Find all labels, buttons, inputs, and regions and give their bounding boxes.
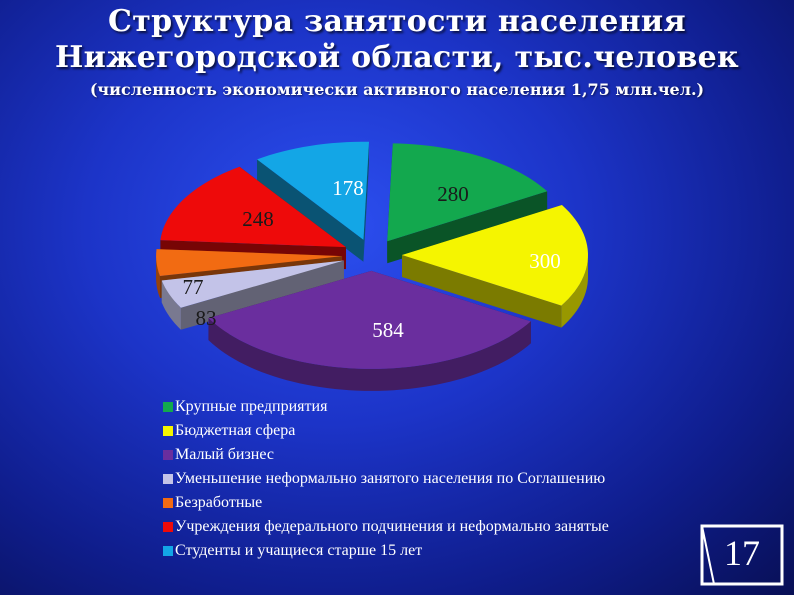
page-number-badge: 17 bbox=[700, 524, 784, 586]
legend-swatch-2 bbox=[163, 450, 173, 460]
pie-slice-6 bbox=[257, 141, 370, 262]
data-label-2: 584 bbox=[372, 318, 404, 342]
chart-legend: Крупные предприятия Бюджетная сфера Малый … bbox=[163, 395, 609, 563]
legend-swatch-5 bbox=[163, 522, 173, 532]
legend-label-6: Студенты и учащиеся старше 15 лет bbox=[175, 542, 423, 559]
legend-item-6: Студенты и учащиеся старше 15 лет bbox=[163, 539, 609, 563]
legend-label-5: Учреждения федерального подчинения и неф… bbox=[175, 518, 609, 535]
legend-swatch-4 bbox=[163, 498, 173, 508]
pie-slice-1 bbox=[401, 205, 588, 328]
pie-slice-2 bbox=[208, 270, 531, 391]
legend-swatch-0 bbox=[163, 402, 173, 412]
page-number: 17 bbox=[724, 533, 760, 573]
data-label-3: 83 bbox=[196, 306, 217, 330]
data-label-4: 77 bbox=[183, 275, 204, 299]
slide-title-line-2: Нижегородской области, тыс.человек bbox=[55, 40, 739, 75]
data-label-5: 248 bbox=[242, 207, 274, 231]
data-label-1: 300 bbox=[529, 249, 561, 273]
legend-label-3: Уменьшение неформально занятого населени… bbox=[175, 470, 606, 487]
legend-label-0: Крупные предприятия bbox=[175, 398, 328, 415]
slide-subtitle: (численность экономически активного насе… bbox=[89, 80, 705, 99]
pie-slice-3 bbox=[161, 260, 344, 330]
legend-swatch-3 bbox=[163, 474, 173, 484]
legend-item-1: Бюджетная сфера bbox=[163, 419, 609, 443]
legend-swatch-1 bbox=[163, 426, 173, 436]
slide-title-line-1: Структура занятости населения bbox=[108, 4, 686, 39]
legend-item-0: Крупные предприятия bbox=[163, 395, 609, 419]
legend-swatch-6 bbox=[163, 546, 173, 556]
legend-item-4: Безработные bbox=[163, 491, 609, 515]
legend-item-3: Уменьшение неформально занятого населени… bbox=[163, 467, 609, 491]
legend-item-2: Малый бизнес bbox=[163, 443, 609, 467]
page-number-frame bbox=[700, 524, 784, 586]
data-label-6: 178 bbox=[332, 176, 364, 200]
legend-label-2: Малый бизнес bbox=[175, 446, 274, 463]
legend-item-5: Учреждения федерального подчинения и неф… bbox=[163, 515, 609, 539]
legend-label-4: Безработные bbox=[175, 494, 263, 511]
pie-slice-0 bbox=[387, 143, 548, 264]
legend-label-1: Бюджетная сфера bbox=[175, 422, 296, 439]
data-label-0: 280 bbox=[437, 182, 469, 206]
